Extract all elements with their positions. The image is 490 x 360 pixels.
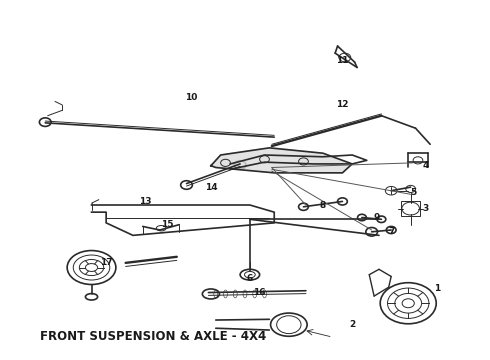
Text: 12: 12 [336, 100, 349, 109]
Text: 11: 11 [336, 56, 349, 65]
Circle shape [377, 216, 386, 222]
Circle shape [298, 203, 308, 210]
Circle shape [386, 226, 396, 234]
Circle shape [39, 118, 51, 126]
Text: 14: 14 [205, 183, 217, 192]
Text: FRONT SUSPENSION & AXLE - 4X4: FRONT SUSPENSION & AXLE - 4X4 [40, 329, 267, 342]
Text: 16: 16 [253, 288, 266, 297]
Circle shape [234, 161, 246, 169]
Text: 10: 10 [185, 93, 197, 102]
Text: 3: 3 [422, 204, 428, 213]
Text: 2: 2 [349, 320, 355, 329]
Text: 4: 4 [422, 161, 428, 170]
Text: 15: 15 [161, 220, 173, 229]
Text: 5: 5 [410, 188, 416, 197]
Circle shape [338, 198, 347, 205]
Text: 13: 13 [139, 197, 151, 206]
Text: 9: 9 [373, 213, 380, 222]
Text: 1: 1 [434, 284, 441, 293]
Bar [401, 202, 420, 216]
Circle shape [358, 214, 367, 221]
Text: 6: 6 [247, 274, 253, 283]
Circle shape [366, 228, 377, 236]
Text: 17: 17 [100, 258, 112, 267]
Circle shape [181, 181, 193, 189]
Text: 8: 8 [320, 201, 326, 210]
Text: 7: 7 [388, 227, 394, 236]
Polygon shape [211, 148, 352, 173]
